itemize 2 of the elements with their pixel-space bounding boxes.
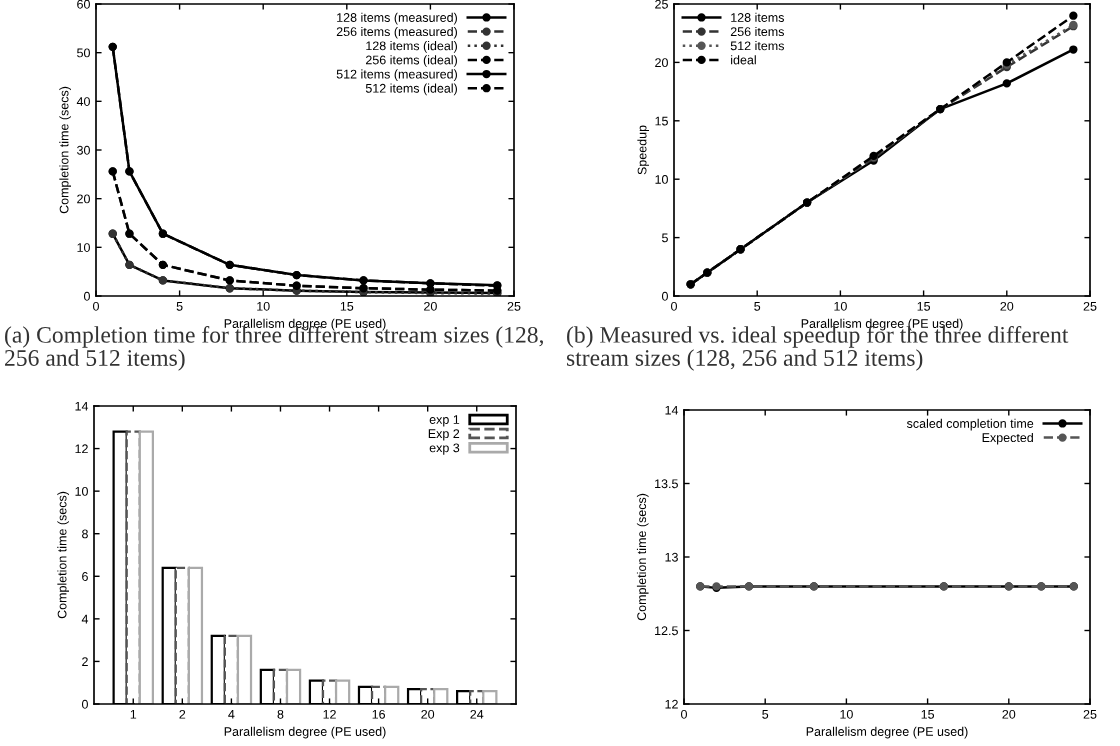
text: (a) Completion time for three different stream sizes (128, 256 and 512 items) [5, 326, 543, 371]
text: (b) Measured vs. ideal speedup for the three different stream sizes (128, 256 and 512 items) [566, 326, 1069, 371]
